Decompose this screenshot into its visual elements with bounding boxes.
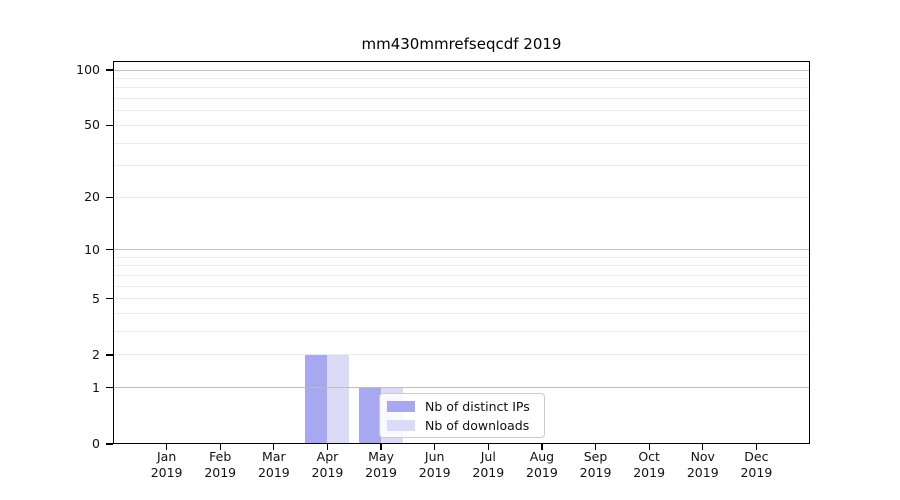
gridline-y-3 bbox=[113, 331, 810, 333]
gridline-y-9 bbox=[113, 256, 810, 258]
gridline-y-90 bbox=[113, 77, 810, 79]
y-tick-label-20: 20 bbox=[84, 189, 100, 205]
gridline-y-30 bbox=[113, 165, 810, 167]
gridline-y-1 bbox=[113, 387, 810, 389]
y-tick-100 bbox=[106, 69, 113, 71]
gridline-y-6 bbox=[113, 285, 810, 287]
x-tick-oct bbox=[648, 444, 650, 450]
gridline-y-80 bbox=[113, 87, 810, 89]
legend: Nb of distinct IPs Nb of downloads bbox=[379, 393, 545, 438]
x-tick-label-sep: Sep 2019 bbox=[579, 449, 612, 480]
y-tick-label-5: 5 bbox=[92, 290, 100, 306]
y-tick-5 bbox=[106, 298, 113, 300]
gridline-y-2 bbox=[113, 354, 810, 356]
gridline-y-8 bbox=[113, 265, 810, 267]
legend-row-downloads: Nb of downloads bbox=[387, 418, 537, 433]
x-tick-label-may: May 2019 bbox=[365, 449, 397, 480]
x-tick-label-mar: Mar 2019 bbox=[257, 449, 290, 480]
x-tick-jun bbox=[434, 444, 436, 450]
gridline-y-60 bbox=[113, 110, 810, 112]
legend-label-downloads: Nb of downloads bbox=[425, 417, 530, 433]
x-tick-mar bbox=[273, 444, 275, 450]
gridline-y-70 bbox=[113, 98, 810, 100]
y-tick-50 bbox=[106, 124, 113, 126]
gridline-y-40 bbox=[113, 142, 810, 144]
gridline-y-50 bbox=[113, 124, 810, 126]
x-tick-label-oct: Oct 2019 bbox=[633, 449, 666, 480]
x-tick-dec bbox=[755, 444, 757, 450]
legend-row-distinct-ips: Nb of distinct IPs bbox=[387, 399, 537, 414]
x-tick-label-aug: Aug 2019 bbox=[526, 449, 558, 480]
y-tick-label-1: 1 bbox=[92, 379, 100, 395]
gridline-y-20 bbox=[113, 196, 810, 198]
grid-layer bbox=[113, 61, 810, 444]
y-tick-label-10: 10 bbox=[84, 241, 100, 257]
x-tick-label-jan: Jan 2019 bbox=[150, 449, 183, 480]
downloads-swatch-icon bbox=[387, 419, 415, 431]
x-tick-aug bbox=[541, 444, 543, 450]
gridline-y-5 bbox=[113, 298, 810, 300]
y-tick-0 bbox=[106, 443, 113, 445]
x-tick-label-apr: Apr 2019 bbox=[311, 449, 344, 480]
x-tick-apr bbox=[326, 444, 329, 450]
y-tick-label-100: 100 bbox=[76, 62, 100, 77]
x-tick-jan bbox=[166, 444, 168, 450]
bar-distinct-ips-apr bbox=[305, 354, 328, 444]
x-tick-jul bbox=[487, 444, 489, 450]
chart-title: mm430mmrefseqcdf 2019 bbox=[361, 35, 562, 53]
x-tick-label-feb: Feb 2019 bbox=[204, 449, 237, 480]
x-tick-nov bbox=[702, 444, 704, 450]
bar-downloads-apr bbox=[327, 354, 350, 444]
x-tick-label-dec: Dec 2019 bbox=[740, 449, 773, 480]
y-tick-20 bbox=[106, 196, 113, 198]
x-tick-feb bbox=[219, 444, 221, 450]
x-tick-label-jun: Jun 2019 bbox=[418, 449, 451, 480]
y-tick-label-50: 50 bbox=[84, 117, 100, 133]
y-tick-label-0: 0 bbox=[92, 436, 100, 451]
x-tick-label-nov: Nov 2019 bbox=[686, 449, 719, 480]
y-tick-label-2: 2 bbox=[92, 346, 100, 362]
gridline-y-100 bbox=[113, 69, 810, 71]
x-tick-may bbox=[380, 444, 382, 450]
gridline-y-4 bbox=[113, 313, 810, 315]
bar-distinct-ips-may bbox=[359, 387, 382, 444]
y-tick-1 bbox=[106, 387, 113, 389]
y-tick-2 bbox=[106, 354, 113, 356]
x-tick-label-jul: Jul 2019 bbox=[472, 449, 505, 480]
y-tick-10 bbox=[106, 249, 113, 251]
gridline-y-10 bbox=[113, 249, 810, 251]
gridline-y-7 bbox=[113, 274, 810, 276]
x-tick-sep bbox=[594, 444, 597, 450]
legend-label-distinct-ips: Nb of distinct IPs bbox=[425, 398, 530, 414]
distinct-ips-swatch-icon bbox=[387, 400, 415, 412]
plot-area bbox=[113, 61, 810, 444]
